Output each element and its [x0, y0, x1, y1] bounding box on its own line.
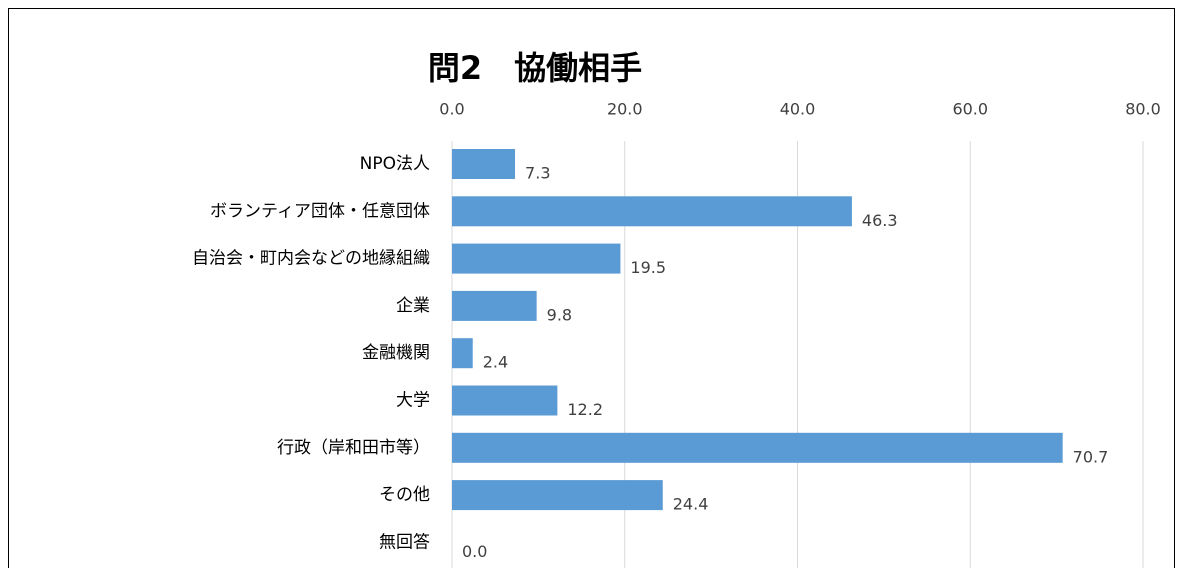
- y-tick-label: 行政（岸和田市等）: [277, 438, 430, 458]
- data-label: 0.0: [462, 542, 487, 561]
- bar: [452, 149, 516, 179]
- bar: [452, 480, 663, 511]
- bar: [452, 290, 537, 321]
- data-label: 9.8: [547, 305, 572, 324]
- chart-frame: [8, 8, 1175, 568]
- x-tick-label: 40.0: [780, 100, 816, 119]
- x-tick-label: 80.0: [1125, 100, 1161, 119]
- data-label: 7.3: [525, 164, 550, 183]
- bar: [452, 385, 558, 416]
- y-tick-label: 金融機関: [362, 343, 430, 363]
- y-tick-label: 大学: [396, 391, 430, 411]
- x-tick-label: 20.0: [607, 100, 643, 119]
- data-label: 24.4: [673, 495, 709, 514]
- data-label: 70.7: [1073, 447, 1109, 466]
- data-label: 2.4: [483, 353, 508, 372]
- bar: [452, 243, 621, 274]
- bar: [452, 196, 852, 227]
- y-tick-label: 企業: [396, 296, 430, 316]
- y-tick-label: 無回答: [379, 532, 430, 552]
- y-tick-label: 自治会・町内会などの地縁組織: [192, 249, 430, 269]
- chart-title: 問2 協働相手: [428, 49, 642, 87]
- y-tick-label: NPO法人: [360, 154, 430, 174]
- data-label: 46.3: [862, 211, 898, 230]
- y-tick-label: その他: [379, 485, 430, 505]
- bar: [452, 432, 1063, 463]
- x-tick-label: 60.0: [952, 100, 988, 119]
- data-label: 12.2: [567, 400, 603, 419]
- data-label: 19.5: [630, 258, 666, 277]
- x-tick-label: 0.0: [439, 100, 464, 119]
- bar: [452, 338, 473, 369]
- y-tick-label: ボランティア団体・任意団体: [210, 201, 430, 221]
